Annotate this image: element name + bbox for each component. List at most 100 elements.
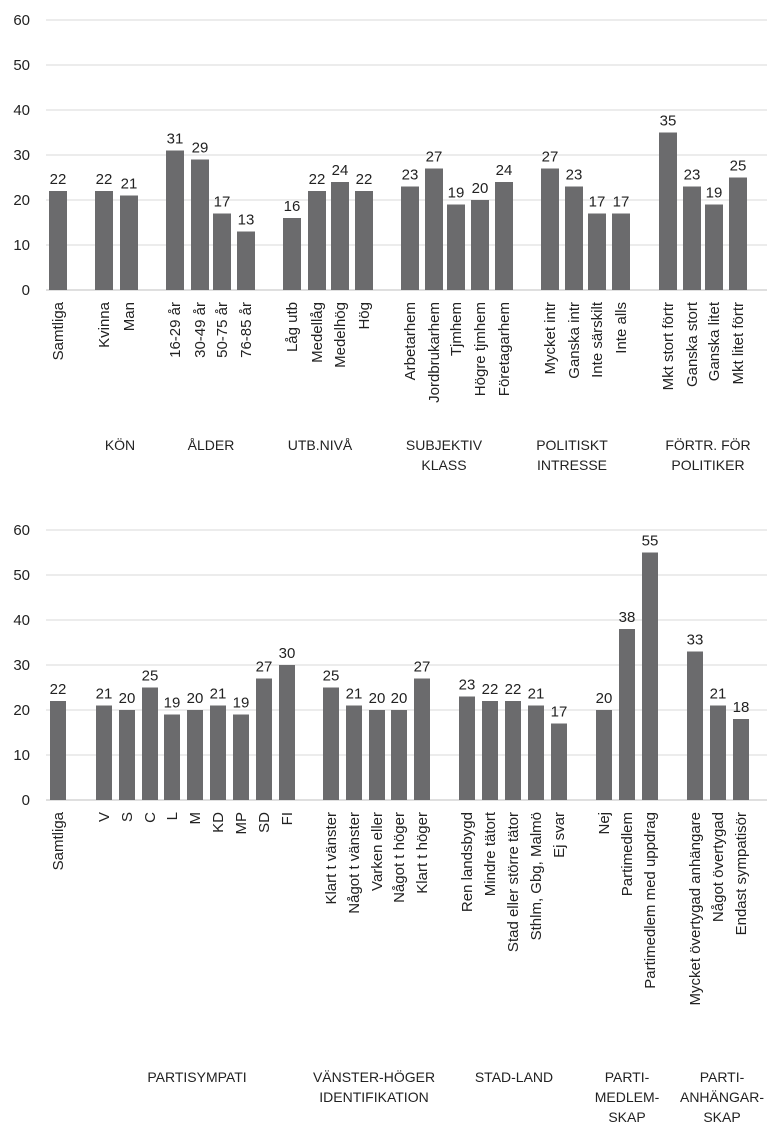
bar bbox=[50, 701, 66, 800]
data-label: 21 bbox=[96, 686, 113, 703]
data-label: 31 bbox=[167, 131, 184, 148]
category-label: Samtliga bbox=[50, 811, 67, 870]
category-label: V bbox=[96, 812, 113, 822]
bar bbox=[166, 150, 184, 290]
y-tick-label: 60 bbox=[13, 522, 30, 539]
category-label: Inte särskilt bbox=[589, 301, 606, 378]
bar bbox=[237, 231, 255, 290]
bar bbox=[213, 213, 231, 290]
bar bbox=[120, 195, 138, 290]
category-label: M bbox=[187, 812, 204, 825]
y-tick-label: 10 bbox=[13, 237, 30, 254]
y-tick-label: 0 bbox=[22, 282, 30, 299]
bar bbox=[551, 723, 567, 800]
bar bbox=[588, 213, 606, 290]
bar bbox=[659, 132, 677, 290]
data-label: 23 bbox=[402, 167, 419, 184]
bar bbox=[233, 714, 249, 800]
group-label: INTRESSE bbox=[537, 457, 607, 473]
bar bbox=[323, 687, 339, 800]
data-label: 20 bbox=[369, 690, 386, 707]
category-label: Medelhög bbox=[332, 302, 349, 368]
category-label: Jordbrukarhem bbox=[426, 302, 443, 403]
y-tick-label: 10 bbox=[13, 747, 30, 764]
y-tick-label: 0 bbox=[22, 792, 30, 809]
category-label: Stad eller större tätor bbox=[505, 812, 522, 952]
data-label: 21 bbox=[710, 686, 727, 703]
data-label: 24 bbox=[332, 162, 349, 179]
y-tick-label: 40 bbox=[13, 102, 30, 119]
bar bbox=[414, 678, 430, 800]
category-label: Mkt stort förtr bbox=[660, 302, 677, 390]
bar bbox=[612, 213, 630, 290]
bar bbox=[256, 678, 272, 800]
bar bbox=[447, 204, 465, 290]
bar bbox=[642, 552, 658, 800]
group-label: POLITIKER bbox=[671, 457, 744, 473]
data-label: 25 bbox=[730, 158, 747, 175]
bar bbox=[279, 665, 295, 800]
data-label: 20 bbox=[596, 690, 613, 707]
bar bbox=[596, 710, 612, 800]
bar bbox=[705, 204, 723, 290]
data-label: 17 bbox=[613, 194, 630, 211]
group-label: SUBJEKTIV bbox=[406, 437, 483, 453]
category-label: KD bbox=[210, 812, 227, 833]
bar bbox=[733, 719, 749, 800]
category-label: Man bbox=[121, 302, 138, 331]
bar bbox=[346, 705, 362, 800]
bar bbox=[565, 186, 583, 290]
category-label: Klart t höger bbox=[414, 812, 431, 894]
bar bbox=[687, 651, 703, 800]
category-label: Något t höger bbox=[391, 812, 408, 903]
y-tick-label: 50 bbox=[13, 57, 30, 74]
data-label: 22 bbox=[96, 171, 113, 188]
bar bbox=[210, 705, 226, 800]
data-label: 17 bbox=[589, 194, 606, 211]
bar bbox=[142, 687, 158, 800]
category-label: SD bbox=[256, 812, 273, 833]
category-label: Högre tjmhem bbox=[472, 302, 489, 396]
category-label: C bbox=[142, 812, 159, 823]
category-label: 76-85 år bbox=[238, 302, 255, 358]
data-label: 20 bbox=[391, 690, 408, 707]
group-label: SKAP bbox=[703, 1109, 740, 1125]
data-label: 23 bbox=[566, 167, 583, 184]
y-tick-label: 40 bbox=[13, 612, 30, 629]
data-label: 55 bbox=[642, 533, 659, 550]
data-label: 25 bbox=[142, 668, 159, 685]
category-label: Partimedlem bbox=[619, 812, 636, 896]
category-label: Hög bbox=[356, 302, 373, 330]
bar bbox=[369, 710, 385, 800]
bar bbox=[401, 186, 419, 290]
data-label: 33 bbox=[687, 632, 704, 649]
category-label: Sthlm, Gbg, Malmö bbox=[528, 812, 545, 940]
data-label: 38 bbox=[619, 609, 636, 626]
data-label: 22 bbox=[482, 681, 499, 698]
category-label: Samtliga bbox=[50, 301, 67, 360]
data-label: 16 bbox=[284, 198, 301, 215]
data-label: 20 bbox=[187, 690, 204, 707]
y-tick-label: 20 bbox=[13, 192, 30, 209]
category-label: Mycket intr bbox=[542, 302, 559, 375]
group-label: ÅLDER bbox=[188, 437, 235, 453]
category-label: Varken eller bbox=[369, 812, 386, 891]
group-label: IDENTIFIKATION bbox=[319, 1089, 428, 1105]
data-label: 27 bbox=[256, 659, 273, 676]
bar bbox=[119, 710, 135, 800]
group-label: POLITISKT bbox=[536, 437, 608, 453]
group-label: STAD-LAND bbox=[475, 1069, 553, 1085]
bar bbox=[541, 168, 559, 290]
bar bbox=[710, 705, 726, 800]
data-label: 27 bbox=[426, 149, 443, 166]
category-label: Ej svar bbox=[551, 812, 568, 858]
category-label: Partimedlem med uppdrag bbox=[642, 812, 659, 989]
bar bbox=[187, 710, 203, 800]
bar bbox=[619, 629, 635, 800]
category-label: Ganska intr bbox=[566, 302, 583, 379]
group-label: MEDLEM- bbox=[595, 1089, 660, 1105]
category-label: Kvinna bbox=[96, 301, 113, 348]
category-label: Något t vänster bbox=[346, 812, 363, 914]
category-label: S bbox=[119, 812, 136, 822]
data-label: 20 bbox=[119, 690, 136, 707]
